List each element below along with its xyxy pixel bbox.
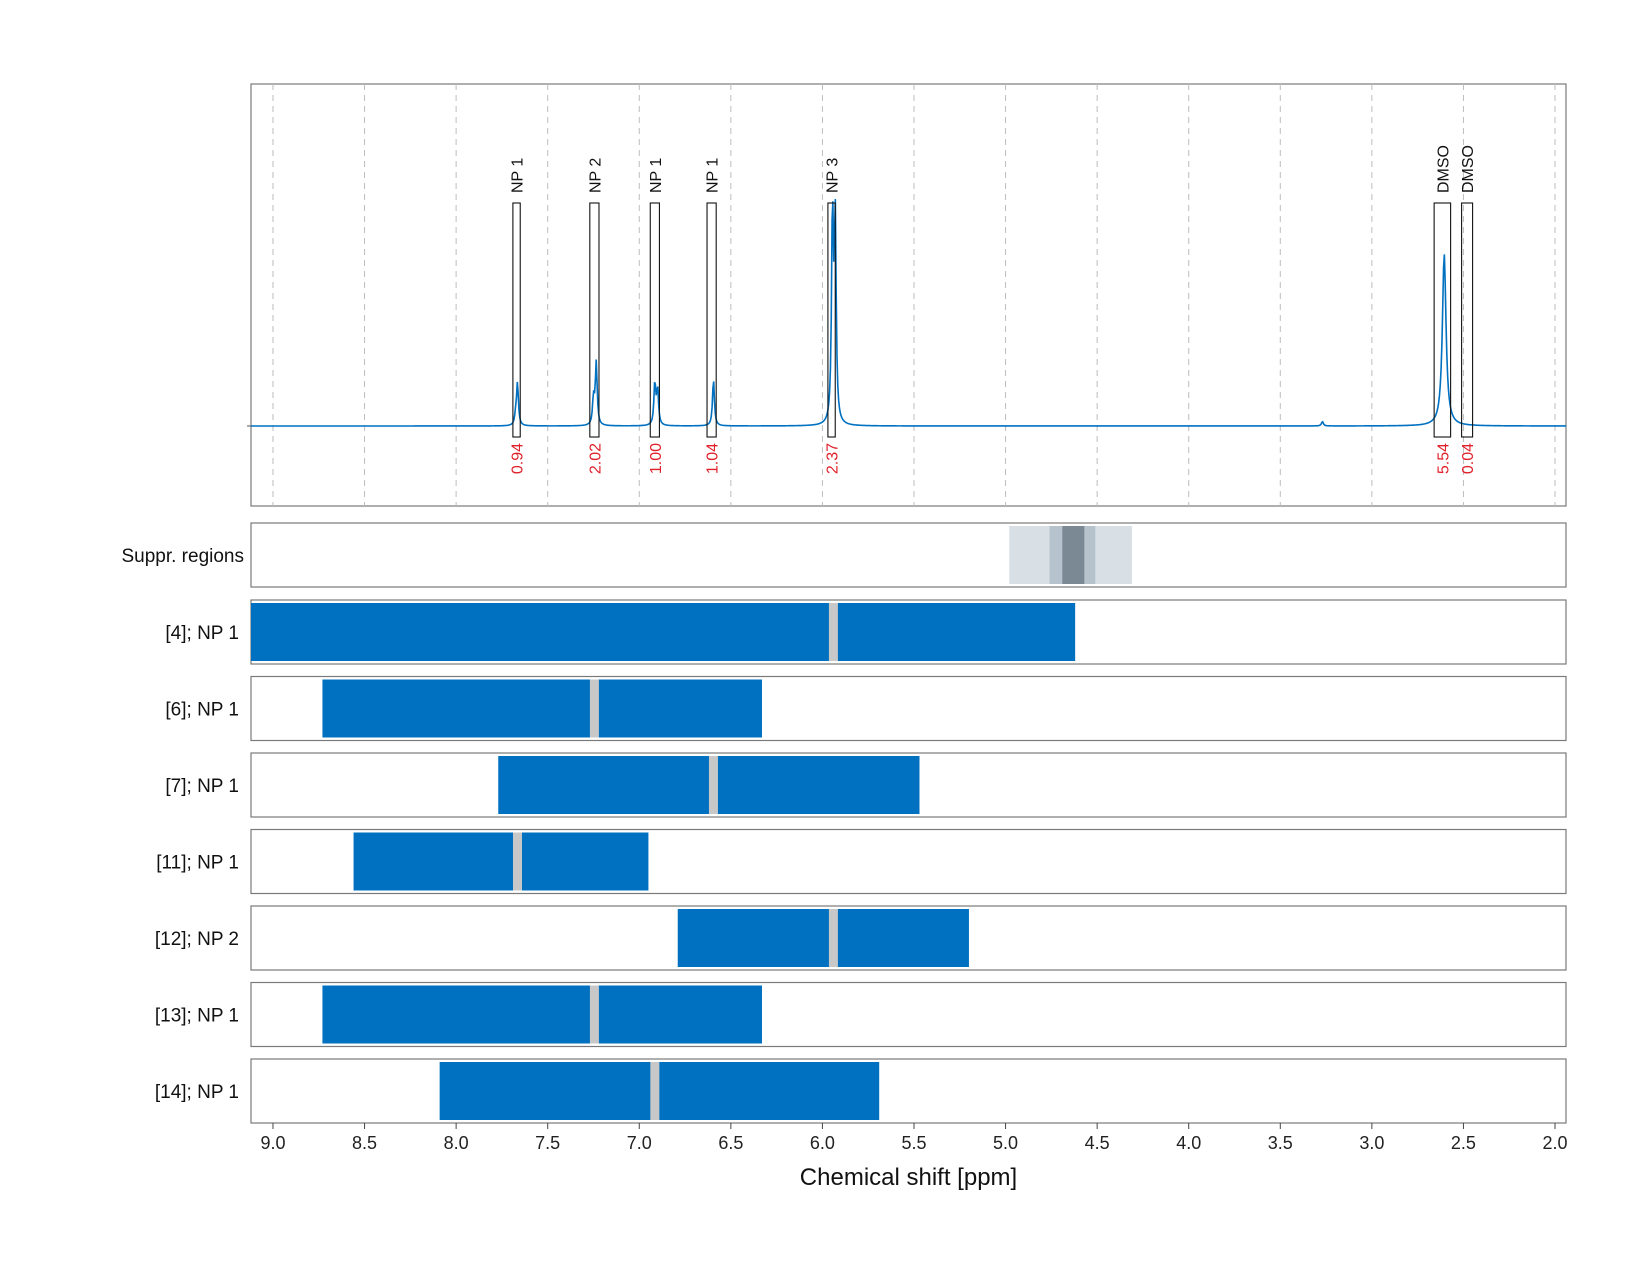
- row-label: [13]; NP 1: [155, 1006, 239, 1027]
- peak-box: [589, 202, 600, 438]
- x-tick-label: 4.0: [1176, 1133, 1201, 1153]
- range-bar: [353, 832, 649, 891]
- row-label: [4]; NP 1: [165, 623, 239, 644]
- peak-label: NP 1: [705, 158, 722, 193]
- peak-box: [706, 202, 717, 438]
- suppr-panel-frame: [250, 522, 1567, 588]
- row-label: [7]; NP 1: [165, 776, 239, 797]
- integral-value: 1.00: [648, 443, 665, 474]
- x-tick-label: 8.5: [352, 1133, 377, 1153]
- peak-marker: [589, 985, 599, 1044]
- range-bar: [322, 679, 762, 738]
- range-bar: [251, 603, 1076, 661]
- suppr-label: Suppr. regions: [121, 546, 244, 567]
- row-label: [12]; NP 2: [155, 929, 239, 950]
- integral-value: 0.94: [510, 443, 527, 474]
- row-label: [11]; NP 1: [156, 853, 239, 874]
- integral-value: 2.37: [825, 443, 842, 474]
- peak-label: NP 2: [587, 158, 604, 193]
- x-tick-label: 8.0: [444, 1133, 469, 1153]
- peak-box: [649, 202, 660, 438]
- integral-value: 2.02: [587, 443, 604, 474]
- x-tick-label: 9.0: [260, 1133, 285, 1153]
- peak-label: NP 1: [648, 158, 665, 193]
- x-tick-label: 7.5: [535, 1133, 560, 1153]
- integral-value: 0.04: [1460, 443, 1477, 474]
- peak-label: NP 1: [510, 158, 527, 193]
- peak-marker: [828, 603, 838, 661]
- peak-marker: [708, 756, 718, 814]
- x-tick-label: 3.5: [1268, 1133, 1293, 1153]
- peak-label: DMSO: [1435, 145, 1452, 193]
- x-axis-label: Chemical shift [ppm]: [800, 1164, 1017, 1191]
- x-tick-label: 7.0: [627, 1133, 652, 1153]
- integral-value: 5.54: [1435, 443, 1452, 474]
- x-tick-label: 6.0: [810, 1133, 835, 1153]
- peak-marker: [512, 832, 522, 891]
- peak-box: [1461, 202, 1474, 438]
- x-tick-label: 4.5: [1085, 1133, 1110, 1153]
- suppr-band: [1062, 526, 1085, 584]
- x-tick-label: 3.0: [1359, 1133, 1384, 1153]
- range-bar: [498, 756, 920, 814]
- integral-value: 1.04: [705, 443, 722, 474]
- peak-box: [512, 202, 521, 438]
- peak-marker: [828, 909, 838, 967]
- range-bar: [439, 1062, 880, 1120]
- x-tick-label: 5.5: [901, 1133, 926, 1153]
- row-label: [14]; NP 1: [155, 1082, 239, 1103]
- x-tick-label: 2.0: [1542, 1133, 1567, 1153]
- peak-marker: [589, 679, 599, 738]
- range-bar: [322, 985, 762, 1044]
- x-tick-label: 6.5: [718, 1133, 743, 1153]
- peak-label: DMSO: [1460, 145, 1477, 193]
- range-bar: [677, 909, 969, 967]
- x-tick-label: 5.0: [993, 1133, 1018, 1153]
- peak-box: [827, 202, 836, 438]
- peak-marker: [650, 1062, 660, 1120]
- peak-label: NP 3: [825, 158, 842, 193]
- peak-box: [1433, 202, 1452, 438]
- x-tick-label: 2.5: [1451, 1133, 1476, 1153]
- spectrum-panel-frame: [250, 83, 1567, 507]
- spectrum-line: [251, 199, 1566, 427]
- row-label: [6]; NP 1: [165, 700, 239, 721]
